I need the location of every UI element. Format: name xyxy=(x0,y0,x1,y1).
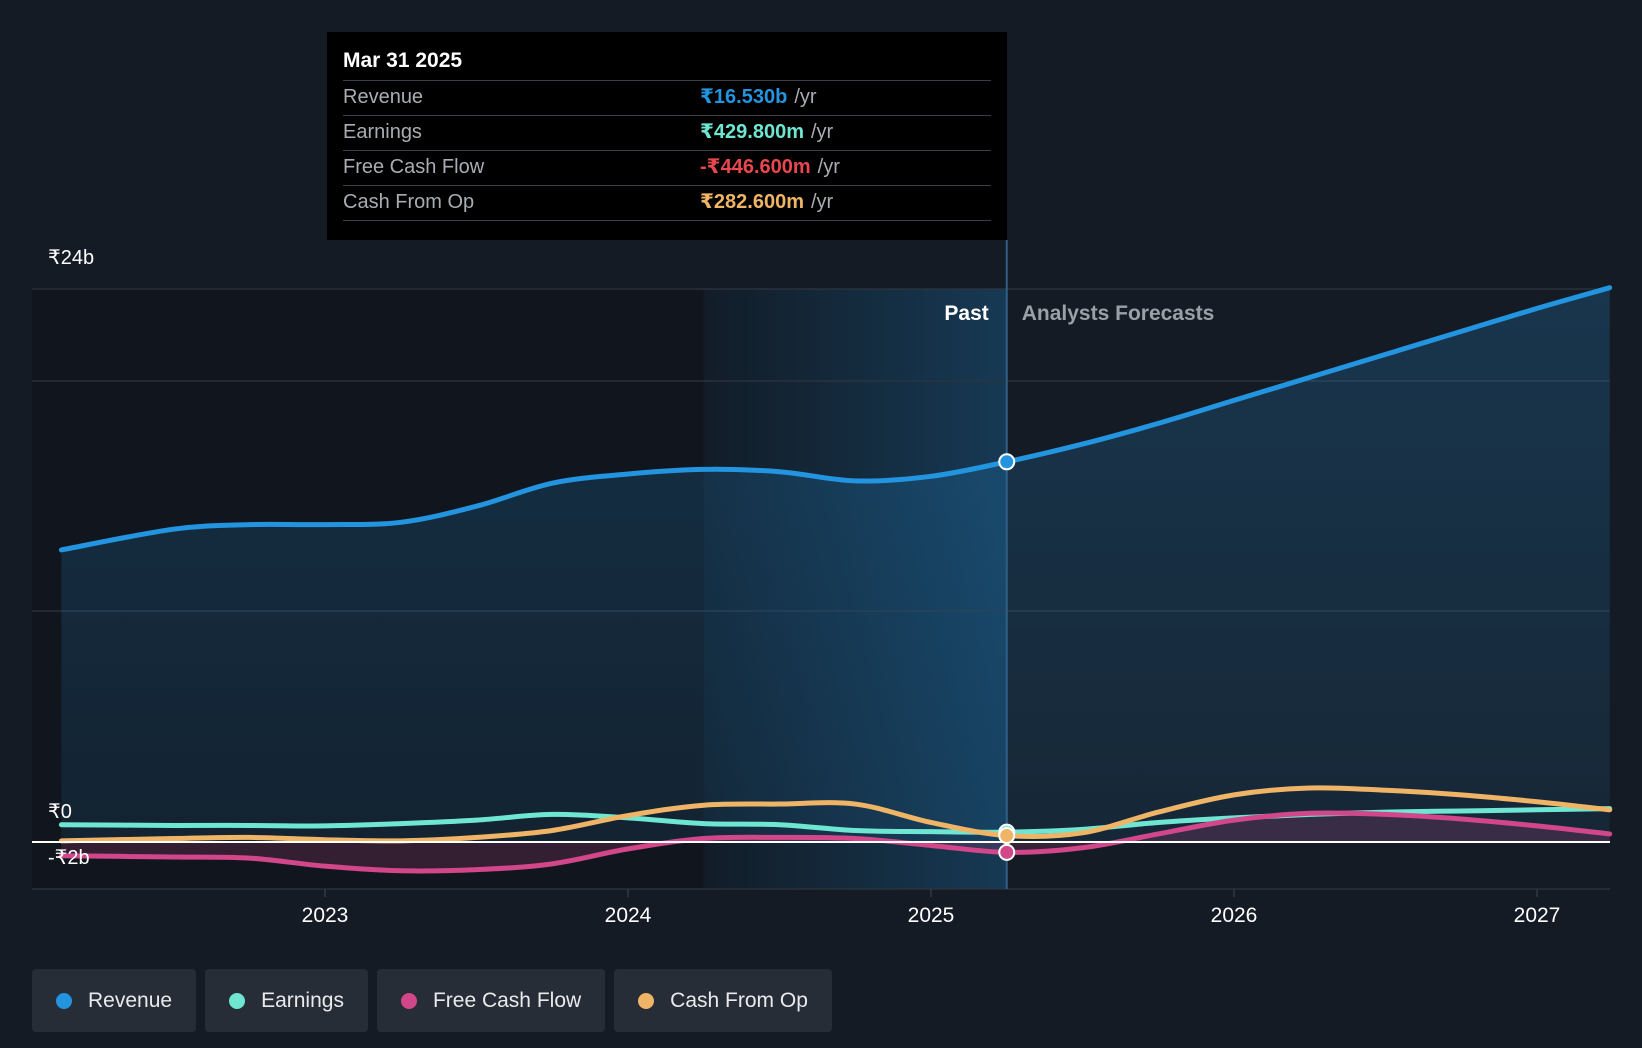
revenue-area xyxy=(61,287,1610,842)
x-tick-label: 2023 xyxy=(302,904,349,927)
y-tick-label: ₹0 xyxy=(48,801,72,823)
tooltip: Mar 31 2025 Revenue ₹16.530b /yr Earning… xyxy=(327,32,1007,240)
tooltip-unit: /yr xyxy=(811,191,834,213)
free-cash-flow-line xyxy=(58,810,1613,874)
tooltip-unit: /yr xyxy=(811,121,834,143)
past-label: Past xyxy=(944,302,988,325)
tooltip-unit: /yr xyxy=(817,156,840,178)
x-axis-labels: 2023 2024 2025 2026 2027 xyxy=(302,889,1561,927)
forecast-label: Analysts Forecasts xyxy=(1022,302,1215,325)
revenue-dot-icon xyxy=(56,992,72,1009)
hover-markers xyxy=(998,453,1016,861)
cash-from-op-line xyxy=(58,785,1613,844)
earnings-dot-icon xyxy=(229,992,246,1009)
legend-item-free-cash-flow[interactable]: Free Cash Flow xyxy=(376,969,606,1032)
tooltip-label: Revenue xyxy=(343,86,424,108)
tooltip-label: Earnings xyxy=(343,121,422,143)
cash-from-op-marker xyxy=(998,827,1016,845)
tooltip-label: Cash From Op xyxy=(343,191,475,213)
tooltip-value: ₹16.530b xyxy=(700,86,788,108)
tooltip-value: -₹446.600m xyxy=(700,156,811,178)
legend-label: Earnings xyxy=(261,988,344,1012)
x-tick-label: 2024 xyxy=(605,904,652,927)
revenue-marker xyxy=(998,453,1016,471)
tooltip-row-cash-from-op: Cash From Op ₹282.600m /yr xyxy=(343,185,991,221)
tooltip-value: ₹282.600m xyxy=(700,191,804,213)
free-cash-flow-dot-icon xyxy=(400,992,417,1009)
series-lines xyxy=(58,285,1613,874)
x-tick-label: 2026 xyxy=(1211,904,1258,927)
legend-label: Cash From Op xyxy=(670,988,808,1012)
tooltip-unit: /yr xyxy=(794,86,817,108)
legend-label: Revenue xyxy=(88,988,173,1012)
tooltip-value: ₹429.800m xyxy=(700,121,804,143)
tooltip-date: Mar 31 2025 xyxy=(343,49,463,72)
legend-label: Free Cash Flow xyxy=(432,988,582,1012)
y-tick-label: ₹24b xyxy=(48,247,94,269)
tooltip-label: Free Cash Flow xyxy=(343,156,485,178)
y-axis-labels: ₹24b ₹0 -₹2b xyxy=(48,247,94,869)
tooltip-row-earnings: Earnings ₹429.800m /yr xyxy=(343,115,991,150)
y-tick-label: -₹2b xyxy=(48,847,90,869)
tooltip-row-revenue: Revenue ₹16.530b /yr xyxy=(343,80,991,115)
cash-from-op-dot-icon xyxy=(638,992,655,1009)
legend-item-revenue[interactable]: Revenue xyxy=(32,969,197,1032)
revenue-line xyxy=(58,285,1613,553)
x-tick-label: 2027 xyxy=(1514,904,1561,927)
tooltip-row-free-cash-flow: Free Cash Flow -₹446.600m /yr xyxy=(343,150,991,185)
free-cash-flow-marker xyxy=(998,843,1016,861)
x-tick-label: 2025 xyxy=(908,904,955,927)
legend: Revenue Earnings Free Cash Flow Cash Fro… xyxy=(32,969,832,1032)
legend-item-cash-from-op[interactable]: Cash From Op xyxy=(614,969,832,1032)
legend-item-earnings[interactable]: Earnings xyxy=(205,969,368,1032)
